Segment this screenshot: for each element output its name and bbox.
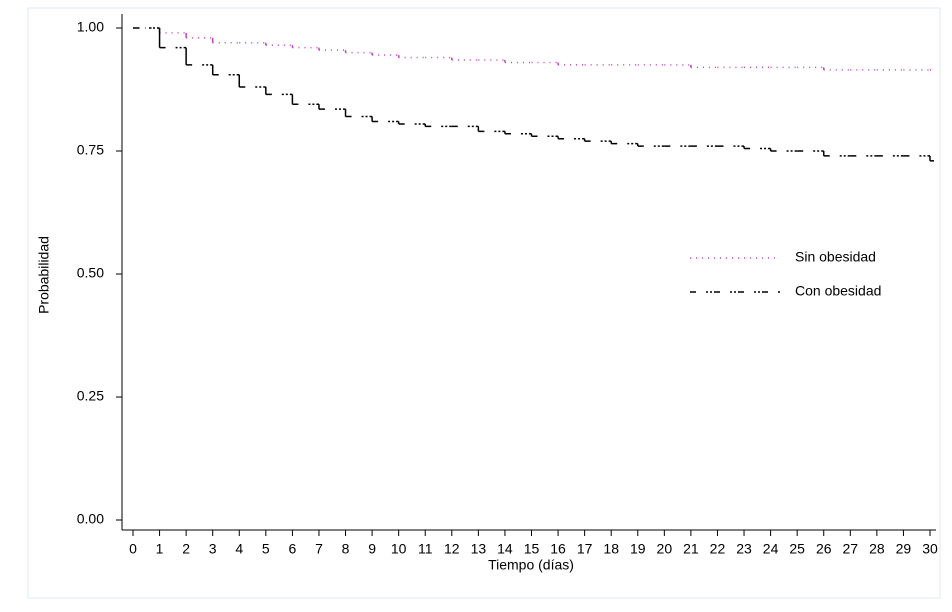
y-tick-label: 0.75 — [77, 142, 104, 158]
x-tick-label: 5 — [262, 541, 270, 557]
x-tick-label: 29 — [896, 541, 912, 557]
x-tick-label: 20 — [657, 541, 673, 557]
y-tick-label: 0.00 — [77, 511, 104, 527]
x-tick-label: 23 — [736, 541, 752, 557]
x-tick-label: 28 — [869, 541, 885, 557]
y-axis-label: Probabilidad — [36, 236, 52, 314]
x-tick-label: 13 — [471, 541, 487, 557]
legend-label: Con obesidad — [795, 283, 881, 299]
x-tick-label: 18 — [603, 541, 619, 557]
x-tick-label: 26 — [816, 541, 832, 557]
x-tick-label: 25 — [789, 541, 805, 557]
x-tick-label: 0 — [129, 541, 137, 557]
x-tick-label: 14 — [497, 541, 513, 557]
x-tick-label: 21 — [683, 541, 699, 557]
y-tick-label: 0.50 — [77, 265, 104, 281]
x-tick-label: 1 — [156, 541, 164, 557]
y-tick-label: 0.25 — [77, 388, 104, 404]
x-tick-label: 17 — [577, 541, 593, 557]
x-tick-label: 30 — [922, 541, 938, 557]
legend-label: Sin obesidad — [795, 249, 876, 265]
x-tick-label: 6 — [289, 541, 297, 557]
x-tick-label: 16 — [550, 541, 566, 557]
x-tick-label: 9 — [368, 541, 376, 557]
x-tick-label: 10 — [391, 541, 407, 557]
x-tick-label: 2 — [182, 541, 190, 557]
x-tick-label: 15 — [524, 541, 540, 557]
x-tick-label: 24 — [763, 541, 779, 557]
x-tick-label: 4 — [235, 541, 243, 557]
x-axis-label: Tiempo (días) — [488, 557, 574, 573]
x-tick-label: 8 — [342, 541, 350, 557]
frame — [27, 7, 941, 599]
x-tick-label: 27 — [843, 541, 859, 557]
y-tick-label: 1.00 — [77, 19, 104, 35]
x-tick-label: 22 — [710, 541, 726, 557]
x-tick-label: 11 — [418, 541, 433, 557]
x-tick-label: 12 — [444, 541, 460, 557]
x-tick-label: 7 — [315, 541, 323, 557]
x-tick-label: 19 — [630, 541, 646, 557]
x-tick-label: 3 — [209, 541, 217, 557]
